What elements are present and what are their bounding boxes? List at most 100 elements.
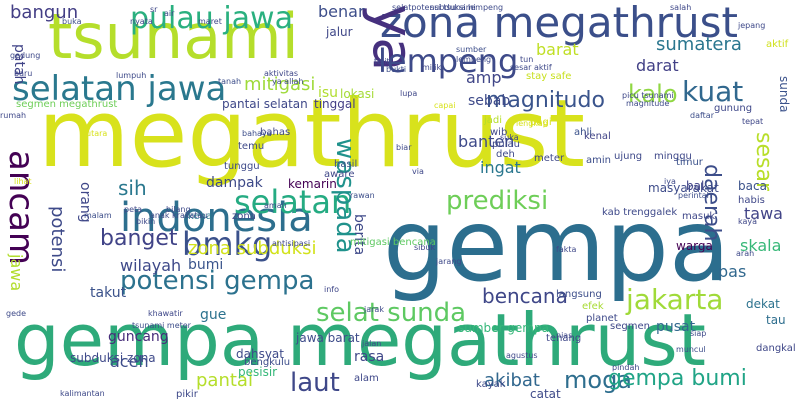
cloud-word: habis [738,195,765,206]
cloud-word: jarang [436,257,462,266]
cloud-word: pusat [656,319,696,335]
cloud-word: jalur [326,25,353,39]
cloud-word: zona subduksi [188,238,317,259]
cloud-word: rasa [354,349,385,365]
cloud-word: rawan [350,191,375,200]
cloud-word: ya [360,4,425,72]
cloud-word: bilang [166,205,191,214]
cloud-word: pas [718,262,747,281]
cloud-word: kena [188,211,213,222]
cloud-word: segmen megathrust [16,99,118,110]
cloud-word: air [164,9,175,18]
cloud-word: masuk [682,211,716,222]
cloud-word: barat [536,40,579,59]
cloud-word: skala [740,236,782,255]
cloud-word: siap [690,329,707,338]
cloud-word: utara [86,129,108,138]
cloud-word: ahli [574,127,593,138]
cloud-word: buka [62,17,82,26]
cloud-word: perintah [678,191,712,200]
cloud-word: info [324,285,340,294]
cloud-word: darat [636,56,679,75]
cloud-word: via [412,167,424,176]
cloud-word: stay safe [526,71,572,82]
cloud-word: capai [434,101,456,110]
cloud-word: salah [670,3,692,12]
cloud-word: selatpotensi tsunami [392,3,476,12]
cloud-word: berita [351,214,367,256]
cloud-word: bal [686,179,705,193]
cloud-word: tau [766,313,786,327]
cloud-word: akibat [484,370,540,391]
cloud-word: aware [324,169,355,180]
cloud-word: gedung [10,51,41,60]
cloud-word: sebab [468,93,511,109]
cloud-word: moga [564,366,633,394]
cloud-word: benar [318,2,365,21]
cloud-word: lihat [14,177,32,186]
cloud-word: sunda [777,76,791,113]
cloud-word: suka [500,133,519,142]
cloud-word: tunggu [224,161,260,172]
cloud-word: ujung [614,151,643,162]
cloud-word: langsung [556,289,602,300]
cloud-word: iya [664,177,676,186]
cloud-word: pesisir [238,365,278,379]
cloud-word: banget [100,226,178,251]
cloud-word: selatan jawa [12,69,227,109]
cloud-word: aceh [110,352,149,371]
cloud-word: selatan [234,183,352,221]
cloud-word: jalan [362,339,382,348]
cloud-word: kayak [476,379,506,390]
cloud-word: bumi [188,257,224,273]
cloud-word: lengkap [516,119,548,128]
cloud-word: arah [736,249,755,258]
cloud-word: tsunami meter [132,321,191,330]
cloud-word: wilayah [120,256,182,275]
cloud-word: tinggal [314,97,356,111]
cloud-word: tanah [218,77,242,86]
cloud-word: catat [530,387,561,400]
cloud-word: sibuk [414,243,436,252]
cloud-word: gempa [383,187,731,304]
cloud-word: bahas [260,127,291,138]
cloud-word: potensi gempa [120,266,315,296]
cloud-word: amin [586,155,611,166]
cloud-word: baru [14,69,33,78]
cloud-word: bmkg [182,225,273,263]
cloud-word: biar [396,143,412,152]
cloud-word: kemarin [288,177,337,191]
cloud-word: gempa megathrust [14,298,706,382]
cloud-word: zona [232,211,256,222]
cloud-word: sr [150,5,158,14]
cloud-word: bengkulu [244,357,291,368]
cloud-word: jakarta [626,283,724,316]
cloud-word: masyarakat [648,181,719,195]
cloud-word: efek [582,301,604,312]
cloud-word: timur [676,157,703,168]
cloud-word: jadi [484,115,503,126]
cloud-word: tawa [744,204,783,223]
cloud-word: lokasi [340,87,375,101]
cloud-word: sumber [456,45,487,54]
cloud-word: dampak [206,175,263,191]
cloud-word: indonesia [120,195,313,241]
cloud-word: subduksi zona [70,351,156,365]
cloud-word: gempa bumi [608,366,747,391]
cloud-word: malam [84,211,112,220]
cloud-word: magnitudo [486,88,605,113]
cloud-word: milik [422,63,442,72]
cloud-word: kab trenggalek [602,207,678,218]
cloud-word: isu [318,85,339,101]
cloud-word: deh [496,149,515,160]
cloud-word: aktivitas [264,69,299,78]
cloud-word: agustus [506,351,538,360]
cloud-word: sesar aktif [510,63,552,72]
cloud-word: planet [586,313,618,324]
cloud-word: selat sunda [316,298,467,328]
cloud-word: minggu [654,151,692,162]
cloud-word: ingat [480,158,521,177]
cloud-word: sumber gempa [458,321,549,335]
cloud-word: bikin [136,217,156,226]
cloud-word: bahaya [242,129,272,138]
